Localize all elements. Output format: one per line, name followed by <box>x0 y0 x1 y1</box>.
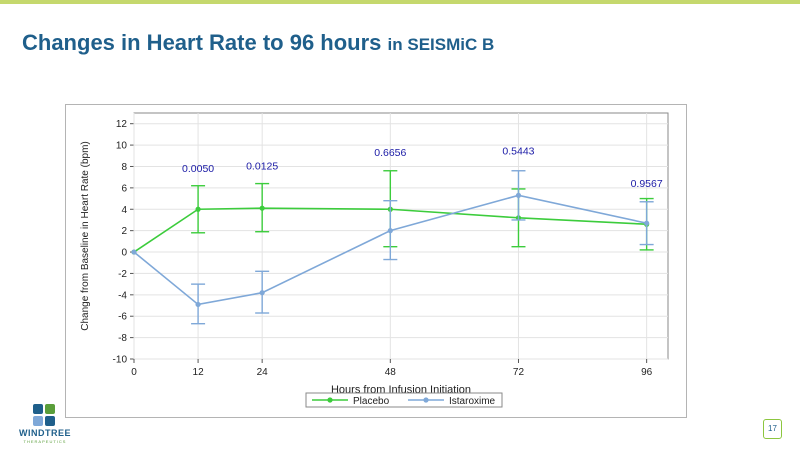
slide-title: Changes in Heart Rate to 96 hours in SEI… <box>22 30 494 56</box>
x-tick-label: 48 <box>385 367 397 378</box>
x-tick-label: 24 <box>257 367 269 378</box>
x-tick-label: 72 <box>513 367 525 378</box>
y-tick-label: 0 <box>121 248 127 259</box>
legend-label-istaroxime: Istaroxime <box>449 396 496 407</box>
y-tick-label: -10 <box>113 355 128 366</box>
legend-marker <box>423 397 429 403</box>
legend-marker <box>327 397 333 403</box>
y-tick-label: 6 <box>121 183 127 194</box>
data-point-istaroxime <box>195 301 201 308</box>
p-value-label: 0.0125 <box>246 161 278 173</box>
y-tick-label: -2 <box>118 269 127 280</box>
legend-box <box>305 392 503 408</box>
y-tick-label: 10 <box>116 141 128 152</box>
y-tick-label: 8 <box>121 162 127 173</box>
p-value-label: 0.9567 <box>631 178 663 190</box>
data-point-placebo <box>195 206 201 212</box>
x-tick-label: 96 <box>641 367 653 378</box>
x-tick-label: 0 <box>131 367 137 378</box>
data-point-istaroxime <box>131 249 137 255</box>
top-accent-bar <box>0 0 800 4</box>
data-point-placebo <box>259 205 265 211</box>
series-line-placebo <box>133 207 647 253</box>
data-point-istaroxime <box>644 220 650 226</box>
y-tick-label: 4 <box>121 205 127 216</box>
y-tick-label: -4 <box>118 290 127 301</box>
title-main: Changes in Heart Rate to 96 hours <box>22 30 382 55</box>
data-point-istaroxime <box>515 192 522 198</box>
windtree-logo: WINDTREE THERAPEUTICS <box>10 402 80 446</box>
p-value-label: 0.5443 <box>502 146 534 158</box>
page-number: 17 <box>763 419 782 439</box>
tree-logo-icon <box>33 404 55 426</box>
p-value-label: 0.6656 <box>374 147 406 159</box>
x-tick-label: 12 <box>193 367 205 378</box>
y-tick-label: -6 <box>118 312 127 323</box>
logo-name: WINDTREE <box>19 428 71 438</box>
series-line-istaroxime <box>133 194 647 306</box>
p-value-label: 0.0050 <box>182 163 214 175</box>
data-point-istaroxime <box>259 290 265 296</box>
plot-area <box>133 112 669 360</box>
y-axis-label: Change from Baseline in Heart Rate (bpm) <box>80 141 91 331</box>
y-tick-label: -8 <box>118 333 127 344</box>
y-tick-label: 12 <box>116 119 128 130</box>
logo-tagline: THERAPEUTICS <box>23 439 67 444</box>
chart-frame: 12 10 8 6 4 2 0 -2 -4 -6 -8 -10 0 12 24 48 72 96 Hours fro… <box>65 104 687 418</box>
data-point-istaroxime <box>387 228 393 234</box>
legend-label-placebo: Placebo <box>353 396 390 407</box>
title-subtitle: in SEISMiC B <box>387 35 495 54</box>
y-tick-label: 2 <box>121 226 127 237</box>
